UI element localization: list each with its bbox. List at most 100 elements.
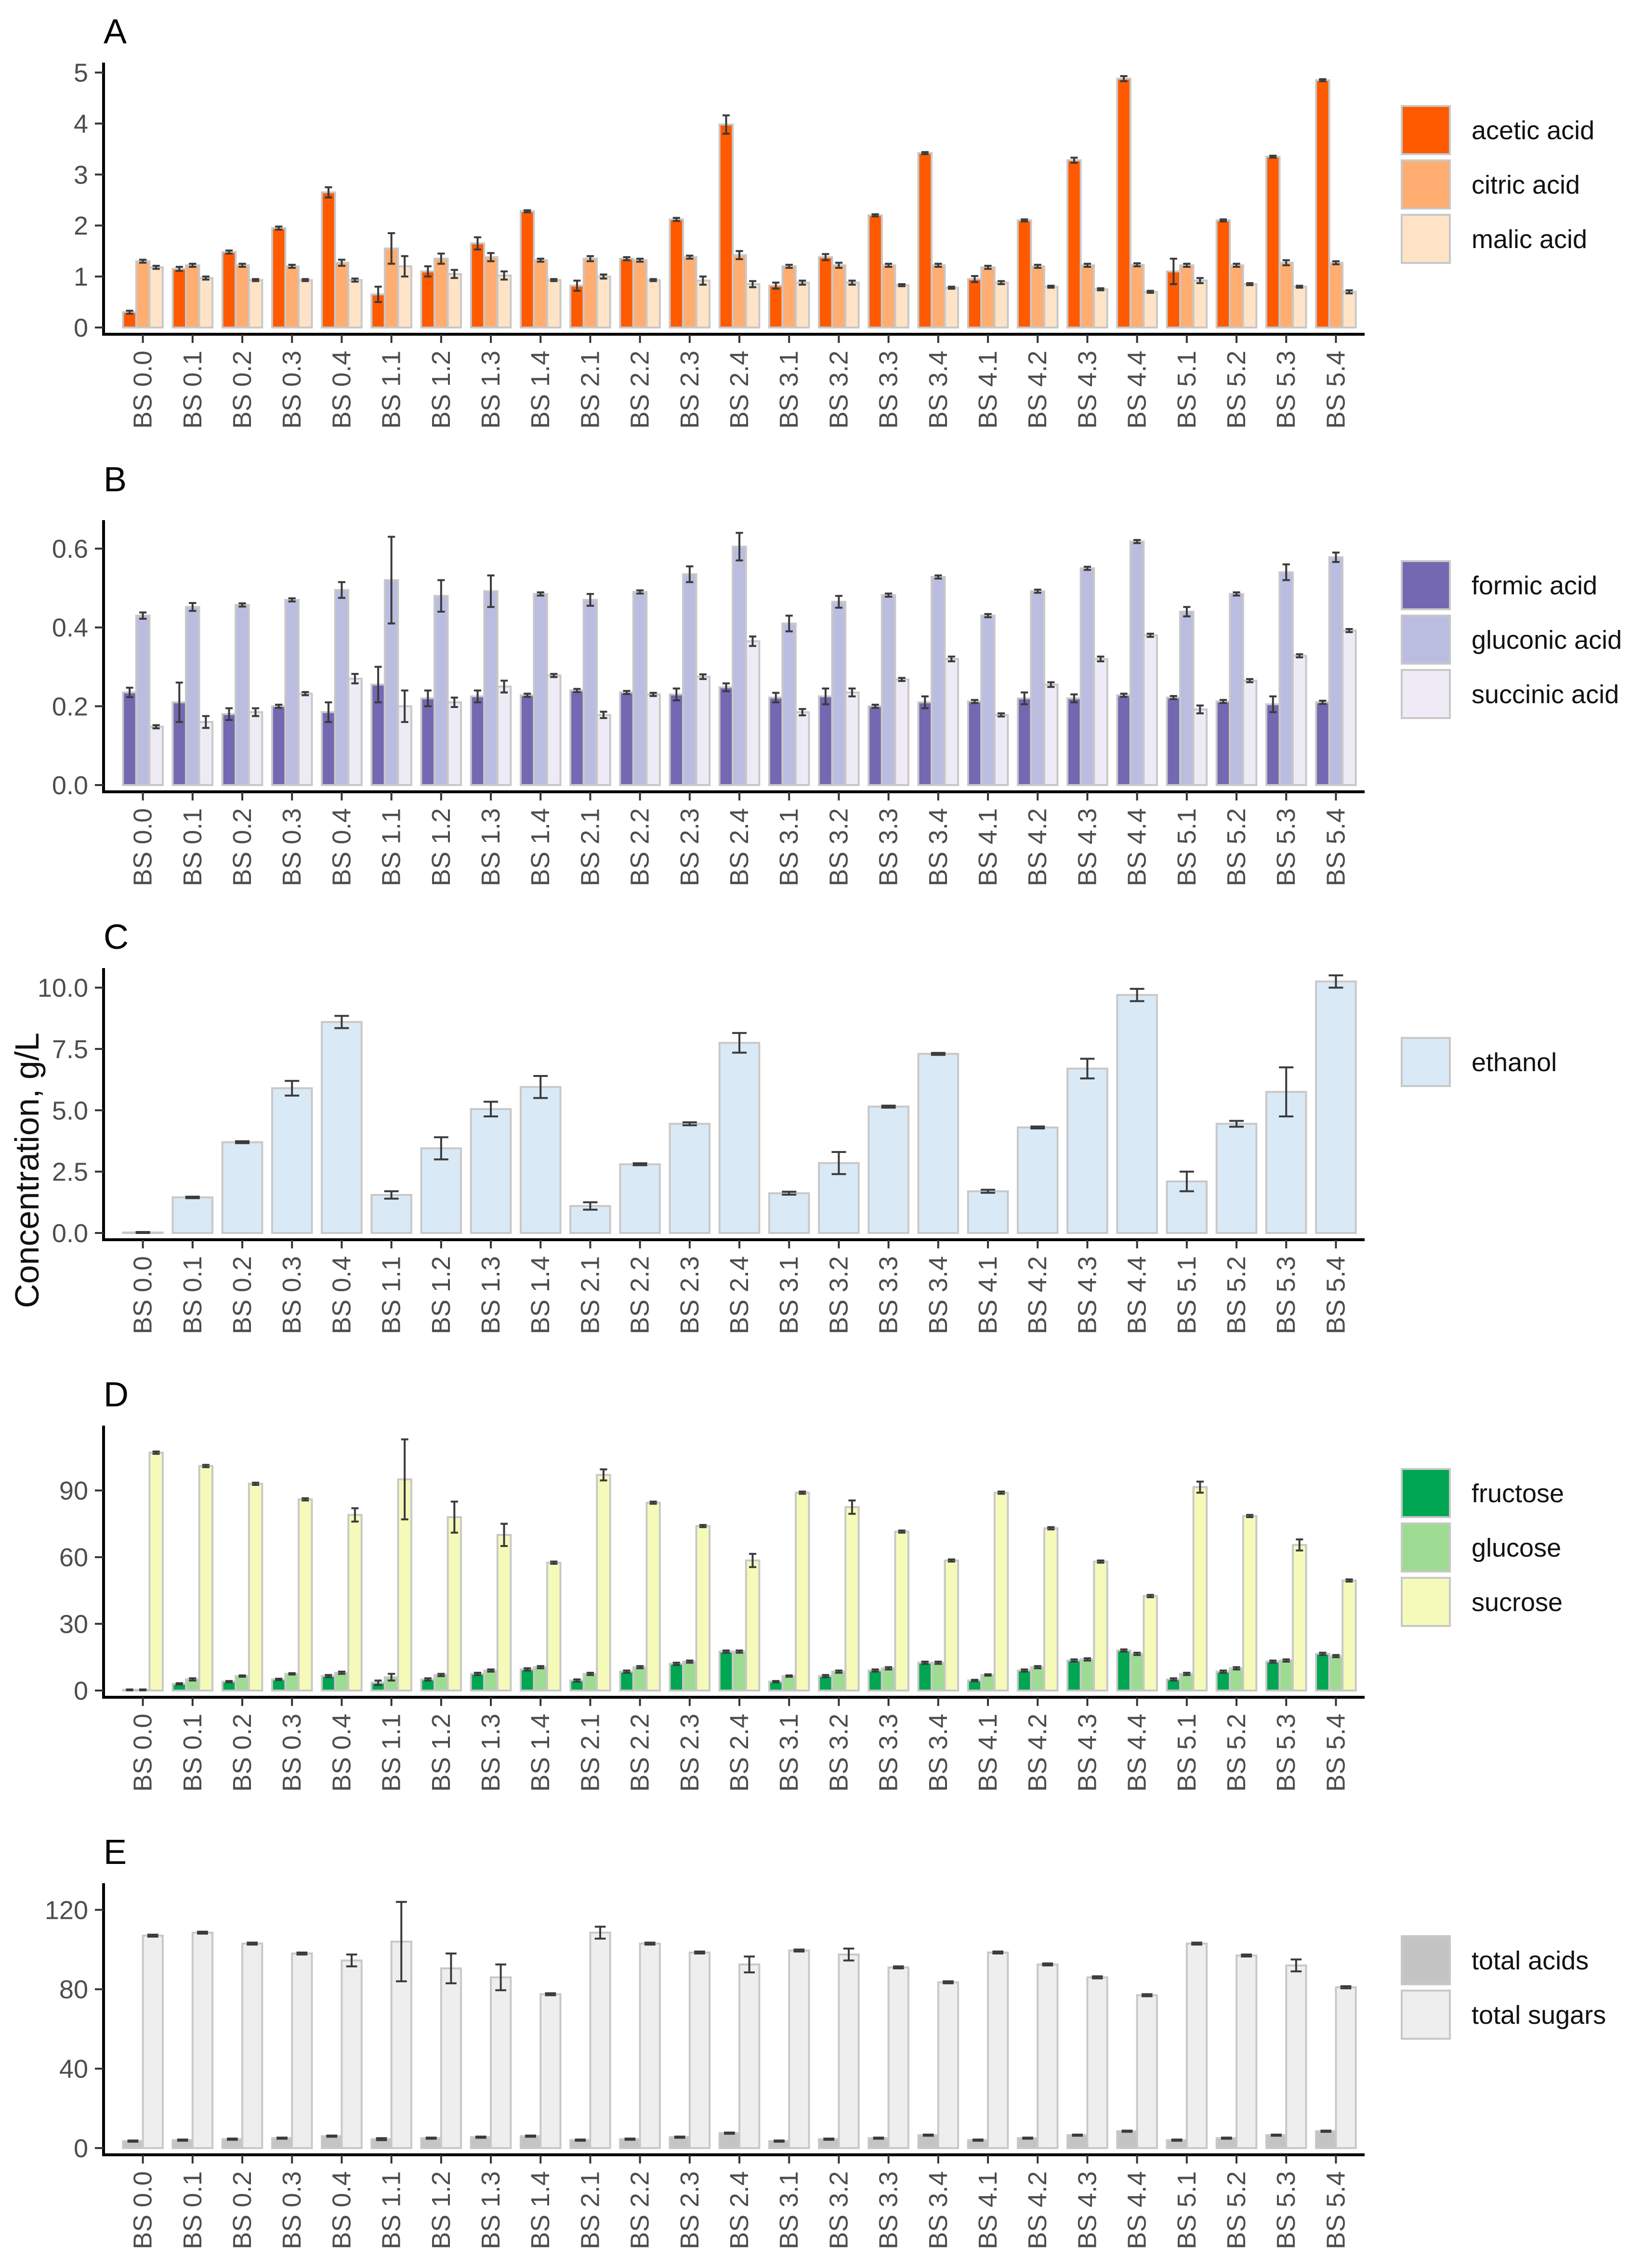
- panel-b-bar-succinic-acid-bs-5-1: [1192, 708, 1208, 787]
- panel-c-bar-ethanol-bs-0-3: [271, 1087, 313, 1234]
- panel-e-x-tick-label-bs-5-3: BS 5.3: [1272, 2171, 1301, 2249]
- panel-b-bar-gluconic-acid-bs-4-4: [1129, 540, 1145, 787]
- panel-e-x-tick-label-bs-3-2: BS 3.2: [824, 2171, 853, 2249]
- panel-c-errorbar-ethanol-bs-4-1: [981, 1189, 995, 1194]
- panel-b-bar-gluconic-acid-bs-4-2: [1030, 590, 1045, 786]
- panel-b-errorbar-gluconic-acid-bs-0-2: [238, 602, 246, 608]
- panel-b-bar-formic-acid-bs-2-1: [569, 689, 585, 786]
- panel-a-errorbar-acetic-acid-bs-5-3: [1269, 155, 1277, 159]
- panel-e-bar-total-sugars-bs-0-1: [191, 1931, 214, 2149]
- panel-e-x-tick-label-bs-0-1: BS 0.1: [178, 2171, 207, 2249]
- panel-e-bar-total-sugars-bs-1-4: [539, 1993, 562, 2149]
- panel-b-bar-formic-acid-bs-4-3: [1066, 697, 1082, 786]
- panel-b-errorbar-formic-acid-bs-0-0: [126, 686, 133, 698]
- panel-c-errorbar-ethanol-bs-3-1: [782, 1191, 797, 1196]
- panel-a-x-tick-label-bs-3-4: BS 3.4: [924, 351, 953, 429]
- panel-b-errorbar-gluconic-acid-bs-0-4: [338, 581, 345, 599]
- panel-a-bar-citric-acid-bs-4-2: [1030, 265, 1045, 329]
- panel-a-errorbar-citric-acid-bs-3-4: [934, 262, 942, 268]
- panel-a-bar-acetic-acid-bs-2-1: [569, 285, 585, 329]
- panel-b-bar-gluconic-acid-bs-5-2: [1229, 593, 1244, 786]
- panel-a-errorbar-acetic-acid-bs-1-2: [424, 265, 432, 278]
- panel-b-bar-formic-acid-bs-3-1: [768, 696, 784, 787]
- panel-a-bar-malic-acid-bs-0-0: [148, 266, 164, 328]
- panel-d-bar-sucrose-bs-4-1: [993, 1492, 1009, 1691]
- panel-a-bar-malic-acid-bs-4-2: [1043, 286, 1059, 328]
- panel-a-y-tick-label-4: 4: [74, 109, 88, 138]
- panel-c-errorbar-ethanol-bs-1-1: [384, 1190, 399, 1200]
- panel-b-x-tick-label-bs-0-2: BS 0.2: [228, 808, 257, 886]
- panel-d-errorbar-sucrose-bs-0-0: [152, 1450, 160, 1455]
- panel-d-bar-fructose-bs-2-4: [718, 1651, 734, 1691]
- panel-c-x-tick-label-bs-5-4: BS 5.4: [1321, 1256, 1350, 1334]
- panel-c-bar-ethanol-bs-0-1: [171, 1196, 214, 1234]
- panel-b-errorbar-formic-acid-bs-5-3: [1269, 695, 1277, 713]
- panel-b-bar-succinic-acid-bs-0-3: [298, 693, 313, 786]
- panel-e-errorbar-total-sugars-bs-0-0: [147, 1933, 158, 1938]
- panel-c-x-tick-label-bs-1-2: BS 1.2: [427, 1256, 456, 1334]
- panel-a-x-tick-label-bs-2-3: BS 2.3: [675, 351, 704, 429]
- panel-e-bar-total-sugars-bs-5-4: [1335, 1986, 1357, 2150]
- panel-a-errorbar-malic-acid-bs-3-1: [799, 279, 806, 286]
- panel-b-errorbar-succinic-acid-bs-0-1: [202, 715, 210, 729]
- panel-a-bar-malic-acid-bs-3-1: [795, 281, 810, 328]
- panel-d-errorbar-fructose-bs-2-3: [672, 1662, 680, 1666]
- panel-c-bar-ethanol-bs-0-4: [321, 1021, 363, 1234]
- panel-b-errorbar-formic-acid-bs-1-3: [473, 689, 481, 704]
- panel-b-x-tick-label-bs-5-2: BS 5.2: [1222, 808, 1251, 886]
- panel-e-errorbar-total-sugars-bs-4-1: [992, 1950, 1003, 1954]
- panel-d-bar-glucose-bs-5-1: [1179, 1673, 1195, 1691]
- panel-b-y-tick-label-2: 0.4: [52, 614, 88, 642]
- panel-e-errorbar-total-sugars-bs-3-3: [893, 1965, 904, 1969]
- panel-b-bar-gluconic-acid-bs-4-3: [1079, 567, 1095, 786]
- panel-e-errorbar-total-acids-bs-1-4: [525, 2135, 536, 2138]
- panel-c-errorbar-ethanol-bs-4-2: [1030, 1125, 1045, 1129]
- panel-b-y-tick-label-0: 0.0: [52, 771, 88, 800]
- panel-a-errorbar-malic-acid-bs-2-3: [699, 275, 707, 286]
- panel-b-bar-gluconic-acid-bs-0-0: [135, 615, 151, 786]
- panel-d-x-tick-label-bs-2-1: BS 2.1: [576, 1714, 605, 1792]
- panel-b-errorbar-formic-acid-bs-3-1: [772, 692, 780, 704]
- panel-d-errorbar-sucrose-bs-0-1: [202, 1464, 210, 1468]
- panel-c-bar-ethanol-bs-1-3: [470, 1108, 512, 1234]
- panel-b-errorbar-succinic-acid-bs-1-1: [401, 689, 408, 723]
- panel-c-bar-ethanol-bs-5-4: [1315, 980, 1357, 1234]
- panel-a-x-tick-label-bs-3-3: BS 3.3: [874, 351, 903, 429]
- panel-b-x-tick-label-bs-5-3: BS 5.3: [1272, 808, 1301, 886]
- panel-a-errorbar-malic-acid-bs-4-1: [998, 280, 1005, 285]
- panel-e-x-tick-label-bs-2-3: BS 2.3: [675, 2171, 704, 2249]
- panel-a-bar-acetic-acid-bs-2-4: [718, 123, 734, 328]
- panel-b-bar-formic-acid-bs-0-0: [122, 691, 137, 786]
- panel-b-x-tick-label-bs-4-1: BS 4.1: [973, 808, 1002, 886]
- panel-b-bar-succinic-acid-bs-2-2: [645, 693, 661, 787]
- panel-a-x-tick-label-bs-4-4: BS 4.4: [1123, 351, 1152, 429]
- panel-b-errorbar-formic-acid-bs-0-1: [175, 682, 183, 723]
- panel-b-errorbar-succinic-acid-bs-1-3: [500, 680, 508, 694]
- panel-d-x-tick-label-bs-5-2: BS 5.2: [1222, 1714, 1251, 1792]
- panel-d-errorbar-glucose-bs-5-3: [1282, 1658, 1290, 1663]
- panel-b-errorbar-succinic-acid-bs-2-2: [649, 692, 657, 697]
- panel-b-bar-succinic-acid-bs-3-3: [894, 678, 909, 786]
- panel-d-x-tick-label-bs-1-2: BS 1.2: [427, 1714, 456, 1792]
- panel-c-errorbar-ethanol-bs-1-2: [434, 1136, 448, 1161]
- panel-a-legend-label-malic-acid: malic acid: [1472, 225, 1587, 254]
- panel-a-x-tick-label-bs-1-2: BS 1.2: [427, 351, 456, 429]
- panel-a-errorbar-citric-acid-bs-5-1: [1183, 262, 1191, 268]
- panel-e-legend-swatch-total-sugars: [1401, 1990, 1451, 2040]
- panel-d-legend-label-sucrose: sucrose: [1472, 1588, 1563, 1617]
- panel-d-bar-sucrose-bs-4-3: [1093, 1560, 1108, 1692]
- panel-a-bar-citric-acid-bs-5-3: [1278, 262, 1294, 328]
- panel-d-errorbar-fructose-bs-0-2: [225, 1680, 233, 1683]
- panel-a-bar-malic-acid-bs-5-1: [1192, 279, 1208, 328]
- panel-a-errorbar-acetic-acid-bs-3-4: [921, 151, 929, 155]
- panel-a-bar-acetic-acid-bs-5-3: [1265, 156, 1281, 328]
- panel-a-bar-malic-acid-bs-2-4: [745, 283, 761, 328]
- panel-a-errorbar-acetic-acid-bs-5-4: [1319, 78, 1327, 82]
- panel-c-y-tick-label-0: 0.0: [52, 1219, 88, 1248]
- panel-a-bar-malic-acid-bs-4-3: [1093, 288, 1108, 328]
- panel-e-bar-total-acids-bs-5-3: [1265, 2134, 1288, 2150]
- panel-e-errorbar-total-acids-bs-4-1: [973, 2138, 984, 2142]
- panel-c-x-tick-label-bs-0-3: BS 0.3: [277, 1256, 306, 1334]
- panel-a-errorbar-acetic-acid-bs-4-4: [1120, 75, 1128, 82]
- panel-d-bar-sucrose-bs-5-1: [1192, 1486, 1208, 1691]
